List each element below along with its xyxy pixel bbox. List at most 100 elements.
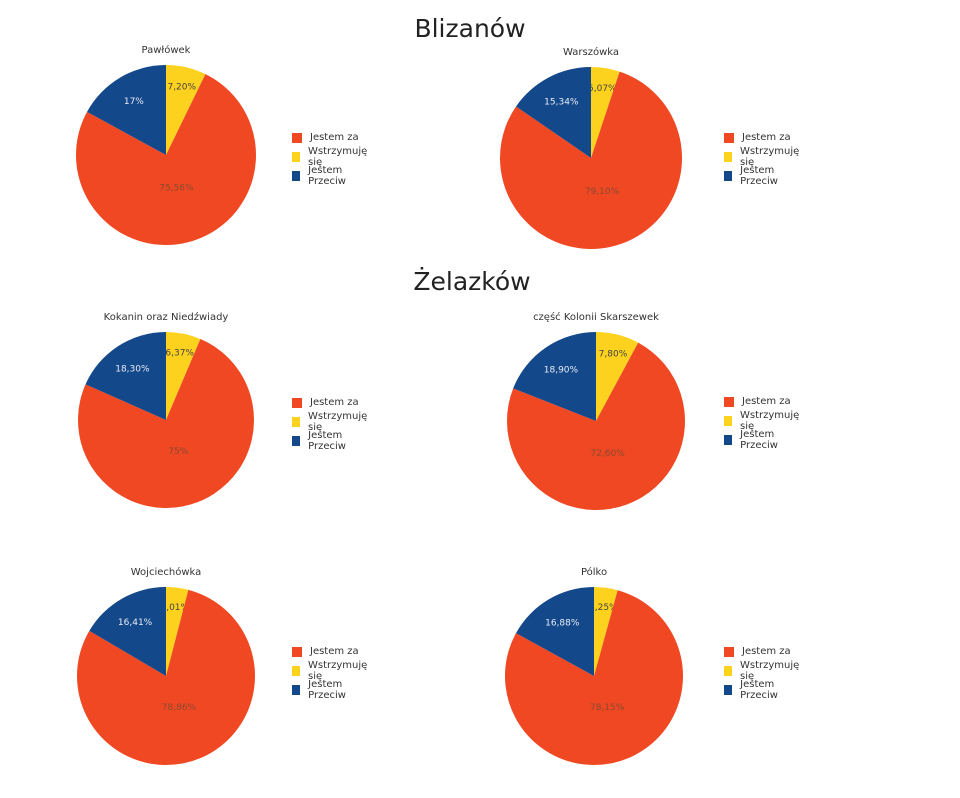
data-label-przeciw: 15,34% [544, 98, 579, 108]
pie-slice-przeciw [89, 587, 166, 676]
data-label-za: 75% [168, 447, 188, 457]
legend-item-przeciw: Jestem Przeciw [724, 428, 801, 451]
pie-slice-przeciw [85, 332, 166, 420]
legend-item-wstrzymuje: Wstrzymuję się [292, 410, 369, 433]
pie-slice-przeciw [516, 67, 591, 158]
legend-item-za: Jestem za [724, 392, 801, 411]
legend-label: Jestem za [742, 646, 791, 657]
legend-swatch [724, 434, 733, 445]
data-label-przeciw: 16,41% [118, 618, 153, 628]
legend-label: Jestem Przeciw [308, 164, 346, 187]
data-label-przeciw: 16,88% [545, 618, 580, 628]
legend-item-za: Jestem za [292, 128, 369, 147]
legend-label: Wstrzymuję się [308, 659, 368, 682]
data-label-wstrzymuje: 7,20% [167, 83, 196, 93]
legend-swatch [724, 132, 734, 143]
pie-slice-wstrzymuje [166, 587, 189, 676]
pie-slice-wstrzymuje [166, 65, 206, 155]
legend-swatch [724, 684, 733, 695]
chart-title: Warszówka [563, 47, 619, 58]
data-label-za: 78,15% [590, 703, 625, 713]
legend-swatch [724, 151, 732, 162]
legend-label: Wstrzymuję się [308, 145, 368, 168]
legend-item-za: Jestem za [292, 642, 369, 661]
section-title-zelazkow: Żelazków [413, 267, 531, 296]
pie-slice-wstrzymuje [596, 332, 639, 421]
legend-swatch [724, 665, 732, 676]
legend-swatch [724, 396, 734, 407]
chart-title: Pawłówek [141, 45, 191, 56]
legend: Jestem za Wstrzymuję się Jestem Przeciw [724, 392, 801, 451]
pie-slice-za [76, 74, 257, 245]
pie-slice-za [505, 590, 683, 765]
legend-item-za: Jestem za [292, 393, 369, 412]
data-label-wstrzymuje: 4,01% [160, 603, 189, 613]
legend: Jestem za Wstrzymuję się Jestem Przeciw [292, 642, 369, 701]
pie-slice-przeciw [513, 332, 596, 421]
legend: Jestem za Wstrzymuję się Jestem Przeciw [292, 128, 369, 187]
legend-swatch [292, 416, 300, 427]
legend-item-wstrzymuje: Wstrzymuję się [724, 145, 801, 168]
data-label-przeciw: 18,30% [115, 364, 150, 374]
data-label-za: 78,86% [162, 703, 197, 713]
data-label-wstrzymuje: 4,25% [589, 603, 618, 613]
section-title-blizanow: Blizanów [414, 14, 526, 43]
legend-label: Jestem za [310, 646, 359, 657]
data-label-wstrzymuje: 5,07% [588, 84, 617, 94]
chart-title: część Kolonii Skarszewek [533, 312, 659, 323]
legend-label: Jestem Przeciw [308, 678, 346, 701]
data-label-za: 79,10% [585, 187, 620, 197]
legend-label: Wstrzymuję się [740, 409, 800, 432]
legend-label: Wstrzymuję się [740, 659, 800, 682]
legend-item-przeciw: Jestem Przeciw [292, 164, 369, 187]
legend-swatch [724, 170, 733, 181]
legend-label: Jestem Przeciw [308, 429, 346, 452]
legend-swatch [292, 397, 302, 408]
pie-slice-za [507, 342, 685, 510]
pie-slice-przeciw [87, 65, 166, 155]
legend-item-za: Jestem za [724, 128, 801, 147]
legend-item-wstrzymuje: Wstrzymuję się [724, 409, 801, 432]
legend-swatch [724, 646, 734, 657]
pie-slice-za [500, 71, 683, 249]
legend-item-przeciw: Jestem Przeciw [724, 165, 801, 187]
data-label-za: 72,60% [590, 449, 625, 459]
legend-item-wstrzymuje: Wstrzymuję się [724, 659, 801, 682]
chart-title: Wojciechówka [130, 567, 202, 578]
legend-label: Jestem Przeciw [740, 678, 778, 701]
data-label-za: 75,56% [159, 184, 194, 194]
legend-swatch [724, 415, 732, 426]
pie-slice-za [78, 339, 255, 509]
legend-label: Jestem za [742, 132, 791, 143]
legend-label: Jestem za [310, 397, 359, 408]
pie-slice-za [76, 589, 255, 765]
data-label-przeciw: 17% [124, 97, 144, 107]
legend-label: Wstrzymuję się [308, 410, 368, 433]
legend-swatch [292, 151, 300, 162]
legend: Jestem za Wstrzymuję się Jestem Przeciw [724, 128, 801, 187]
legend-swatch [292, 435, 301, 446]
pie-slice-wstrzymuje [166, 332, 201, 420]
legend-item-przeciw: Jestem Przeciw [292, 429, 369, 452]
legend-item-przeciw: Jestem Przeciw [292, 678, 369, 701]
legend-item-za: Jestem za [724, 642, 801, 661]
legend-label: Wstrzymuję się [740, 145, 800, 168]
pie-slice-wstrzymuje [591, 67, 620, 158]
legend-label: Jestem Przeciw [740, 428, 778, 451]
legend-swatch [292, 684, 301, 695]
legend-label: Jestem za [310, 132, 359, 143]
legend-swatch [292, 132, 302, 143]
chart-title: Kokanin oraz Niedźwiady [103, 312, 229, 323]
legend-label: Jestem za [742, 396, 791, 407]
pie-slice-przeciw [516, 587, 594, 676]
legend-swatch [292, 665, 300, 676]
legend-item-wstrzymuje: Wstrzymuję się [292, 659, 369, 682]
data-label-wstrzymuje: 7,80% [599, 350, 628, 360]
